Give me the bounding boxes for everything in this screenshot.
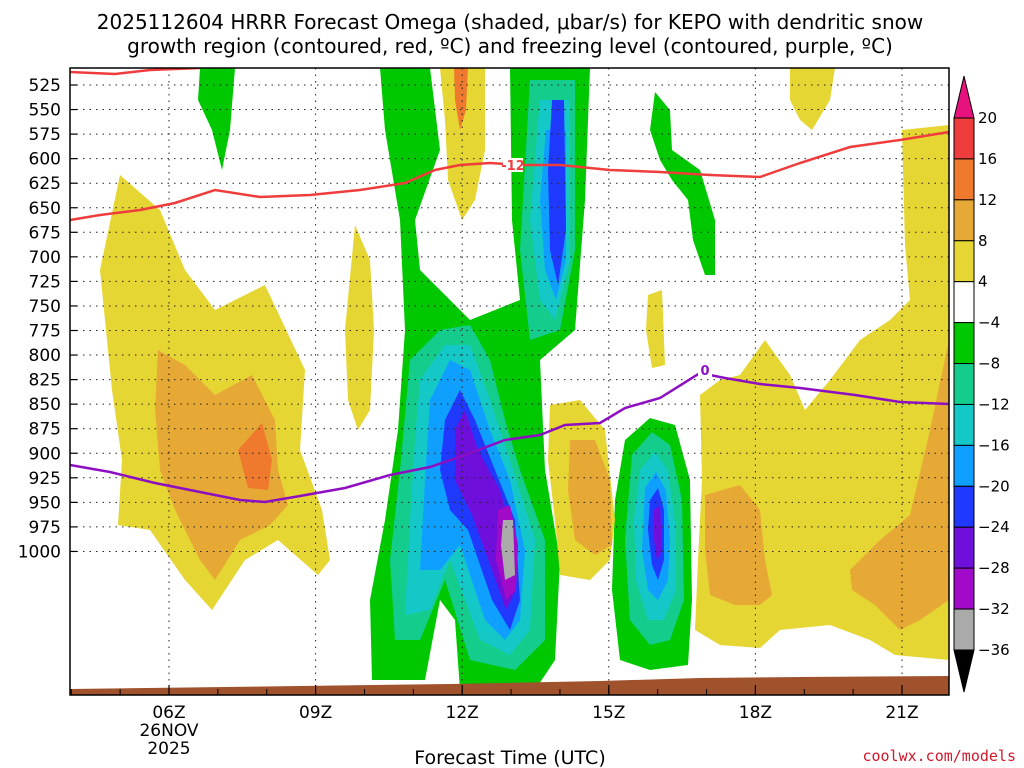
colorbar: 20 16 12 8 4 −4 −8 −12 −16 −20 −24 −28 −32 −36 xyxy=(953,75,1010,693)
colorbar-label: −8 xyxy=(978,355,1000,373)
colorbar-swatch xyxy=(953,444,975,487)
omega-region-positive-top-12 xyxy=(454,68,468,130)
date-label-year: 2025 xyxy=(147,739,190,759)
colorbar-swatch xyxy=(953,240,975,283)
freezing-label-bg xyxy=(698,363,712,377)
colorbar-swatch xyxy=(953,526,975,569)
omega-region-minus32 xyxy=(501,520,515,580)
colorbar-swatch xyxy=(953,363,975,405)
freezing-level-contour xyxy=(70,371,949,504)
colorbar-swatch xyxy=(953,158,975,201)
y-axis: 525 550 575 600 625 650 675 700 725 750 775 800 825 8… xyxy=(18,76,77,562)
y-tick-label: 950 xyxy=(29,493,61,513)
omega-region-positive-west-12 xyxy=(238,423,272,490)
y-tick-label: 575 xyxy=(29,125,61,145)
colorbar-label: 8 xyxy=(978,232,988,250)
colorbar-swatch xyxy=(953,567,975,610)
y-tick-label: 875 xyxy=(29,420,61,440)
colorbar-bottom-arrow xyxy=(953,649,975,693)
colorbar-label: −24 xyxy=(978,518,1010,536)
colorbar-label: −20 xyxy=(978,477,1010,495)
dendritic-growth-contour-upper xyxy=(70,68,201,76)
colorbar-swatch xyxy=(953,403,975,446)
colorbar-swatch xyxy=(953,608,975,651)
colorbar-swatch xyxy=(953,117,975,160)
y-tick-label: 625 xyxy=(29,174,61,194)
y-tick-label: 725 xyxy=(29,272,61,292)
colorbar-label: −12 xyxy=(978,395,1010,413)
colorbar-label: −36 xyxy=(978,641,1010,659)
omega-region-positive-west-8 xyxy=(155,350,288,580)
colorbar-label: 12 xyxy=(978,191,997,209)
colorbar-swatch xyxy=(953,485,975,528)
dendritic-contour-label: -12 xyxy=(501,159,525,174)
y-tick-label: 650 xyxy=(29,199,61,219)
colorbar-label: 4 xyxy=(978,273,988,291)
y-tick-label: 925 xyxy=(29,469,61,489)
x-tick-label: 15Z xyxy=(592,703,625,723)
omega-region-positive-mid-8 xyxy=(568,440,612,555)
omega-region-positive-small-2 xyxy=(646,290,665,368)
colorbar-label: −32 xyxy=(978,600,1010,618)
y-tick-label: 975 xyxy=(29,518,61,538)
omega-region-positive-small-1 xyxy=(345,225,374,430)
x-axis-title: Forecast Time (UTC) xyxy=(414,747,605,768)
x-axis: 06Z 09Z 12Z 15Z 18Z 21Z xyxy=(70,685,919,723)
colorbar-swatch xyxy=(953,322,975,365)
colorbar-swatch xyxy=(953,281,975,324)
y-tick-label: 850 xyxy=(29,395,61,415)
x-tick-label: 18Z xyxy=(739,703,772,723)
y-tick-label: 800 xyxy=(29,346,61,366)
terrain-surface xyxy=(70,676,949,695)
colorbar-label: 20 xyxy=(978,109,997,127)
colorbar-label: −28 xyxy=(978,559,1010,577)
y-tick-label: 750 xyxy=(29,297,61,317)
y-tick-label: 550 xyxy=(29,101,61,121)
omega-region-positive-east-8 xyxy=(705,340,949,630)
dendritic-label-bg xyxy=(503,158,523,172)
omega-region-upper-left xyxy=(198,68,235,170)
plot-frame xyxy=(69,67,950,696)
y-tick-label: 525 xyxy=(29,76,61,96)
chart-title-line2: growth region (contoured, red, ºC) and f… xyxy=(127,34,893,58)
chart-title-line1: 2025112604 HRRR Forecast Omega (shaded, … xyxy=(97,10,923,34)
colorbar-label: 16 xyxy=(978,150,997,168)
plot-area: -12 0 xyxy=(70,68,949,695)
x-tick-label: 12Z xyxy=(446,703,479,723)
x-tick-label: 21Z xyxy=(885,703,918,723)
omega-region-positive-top-right xyxy=(790,68,835,130)
omega-region-16z-minus24 xyxy=(654,505,662,560)
x-tick-label: 06Z xyxy=(152,703,185,723)
y-tick-label: 700 xyxy=(29,248,61,268)
freezing-contour-label: 0 xyxy=(700,364,709,379)
grid-lines xyxy=(70,68,949,695)
contour-lines: -12 0 xyxy=(70,68,949,504)
y-tick-label: 1000 xyxy=(18,542,61,562)
colorbar-top-arrow xyxy=(953,75,975,119)
y-tick-label: 900 xyxy=(29,444,61,464)
credit-text: coolwx.com/models xyxy=(862,747,1016,765)
y-tick-label: 675 xyxy=(29,223,61,243)
omega-region-upper-right xyxy=(650,92,715,275)
date-label-day: 26NOV xyxy=(139,721,198,741)
dendritic-growth-contour xyxy=(70,130,949,222)
colorbar-label: −4 xyxy=(978,314,1000,332)
colorbar-label: −16 xyxy=(978,436,1010,454)
y-tick-label: 600 xyxy=(29,150,61,170)
y-tick-label: 825 xyxy=(29,371,61,391)
omega-region-positive-top xyxy=(440,68,485,220)
colorbar-swatch xyxy=(953,199,975,242)
y-tick-label: 775 xyxy=(29,322,61,342)
x-tick-label: 09Z xyxy=(299,703,332,723)
